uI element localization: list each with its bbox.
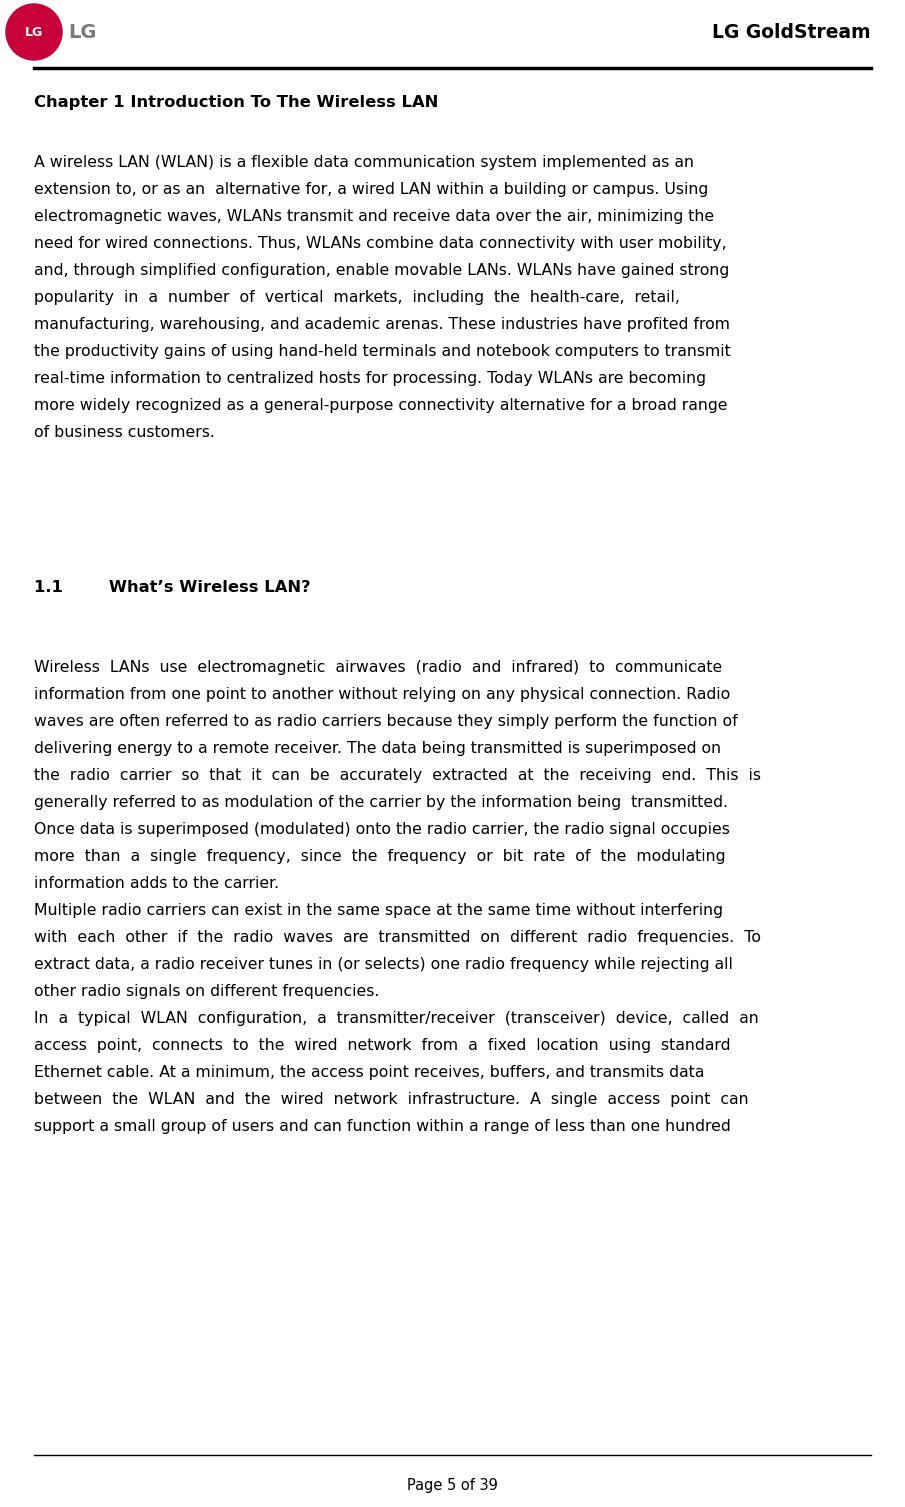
Text: LG GoldStream: LG GoldStream [712, 23, 871, 42]
Text: information from one point to another without relying on any physical connection: information from one point to another wi… [34, 687, 730, 702]
Text: Ethernet cable. At a minimum, the access point receives, buffers, and transmits : Ethernet cable. At a minimum, the access… [34, 1065, 705, 1081]
Text: more  than  a  single  frequency,  since  the  frequency  or  bit  rate  of  the: more than a single frequency, since the … [34, 848, 726, 864]
Text: manufacturing, warehousing, and academic arenas. These industries have profited : manufacturing, warehousing, and academic… [34, 316, 730, 332]
Text: the productivity gains of using hand-held terminals and notebook computers to tr: the productivity gains of using hand-hel… [34, 344, 731, 359]
Text: delivering energy to a remote receiver. The data being transmitted is superimpos: delivering energy to a remote receiver. … [34, 741, 721, 757]
Text: and, through simplified configuration, enable movable LANs. WLANs have gained st: and, through simplified configuration, e… [34, 264, 729, 277]
Text: waves are often referred to as radio carriers because they simply perform the fu: waves are often referred to as radio car… [34, 714, 738, 729]
Text: Page 5 of 39: Page 5 of 39 [407, 1478, 498, 1493]
Text: Once data is superimposed (modulated) onto the radio carrier, the radio signal o: Once data is superimposed (modulated) on… [34, 821, 730, 836]
Text: more widely recognized as a general-purpose connectivity alternative for a broad: more widely recognized as a general-purp… [34, 398, 728, 413]
Text: between  the  WLAN  and  the  wired  network  infrastructure.  A  single  access: between the WLAN and the wired network i… [34, 1093, 749, 1108]
Text: popularity  in  a  number  of  vertical  markets,  including  the  health-care, : popularity in a number of vertical marke… [34, 289, 681, 304]
Text: of business customers.: of business customers. [34, 425, 215, 440]
Text: with  each  other  if  the  radio  waves  are  transmitted  on  different  radio: with each other if the radio waves are t… [34, 930, 761, 945]
Text: need for wired connections. Thus, WLANs combine data connectivity with user mobi: need for wired connections. Thus, WLANs … [34, 237, 727, 252]
Text: 1.1        What’s Wireless LAN?: 1.1 What’s Wireless LAN? [34, 580, 311, 595]
Text: In  a  typical  WLAN  configuration,  a  transmitter/receiver  (transceiver)  de: In a typical WLAN configuration, a trans… [34, 1011, 759, 1026]
Text: LG: LG [24, 26, 43, 39]
Text: electromagnetic waves, WLANs transmit and receive data over the air, minimizing : electromagnetic waves, WLANs transmit an… [34, 209, 715, 225]
Text: extract data, a radio receiver tunes in (or selects) one radio frequency while r: extract data, a radio receiver tunes in … [34, 957, 733, 972]
Text: Multiple radio carriers can exist in the same space at the same time without int: Multiple radio carriers can exist in the… [34, 903, 723, 918]
Text: LG: LG [68, 23, 97, 42]
Text: Chapter 1 Introduction To The Wireless LAN: Chapter 1 Introduction To The Wireless L… [34, 95, 439, 110]
Text: support a small group of users and can function within a range of less than one : support a small group of users and can f… [34, 1118, 731, 1133]
Circle shape [6, 5, 62, 60]
Text: extension to, or as an  alternative for, a wired LAN within a building or campus: extension to, or as an alternative for, … [34, 182, 709, 197]
Text: information adds to the carrier.: information adds to the carrier. [34, 876, 280, 891]
Text: the  radio  carrier  so  that  it  can  be  accurately  extracted  at  the  rece: the radio carrier so that it can be accu… [34, 769, 761, 784]
Text: access  point,  connects  to  the  wired  network  from  a  fixed  location  usi: access point, connects to the wired netw… [34, 1038, 731, 1053]
Text: real-time information to centralized hosts for processing. Today WLANs are becom: real-time information to centralized hos… [34, 371, 707, 386]
Text: Wireless  LANs  use  electromagnetic  airwaves  (radio  and  infrared)  to  comm: Wireless LANs use electromagnetic airwav… [34, 660, 722, 675]
Text: generally referred to as modulation of the carrier by the information being  tra: generally referred to as modulation of t… [34, 796, 729, 809]
Text: other radio signals on different frequencies.: other radio signals on different frequen… [34, 984, 380, 999]
Text: A wireless LAN (WLAN) is a flexible data communication system implemented as an: A wireless LAN (WLAN) is a flexible data… [34, 155, 694, 170]
